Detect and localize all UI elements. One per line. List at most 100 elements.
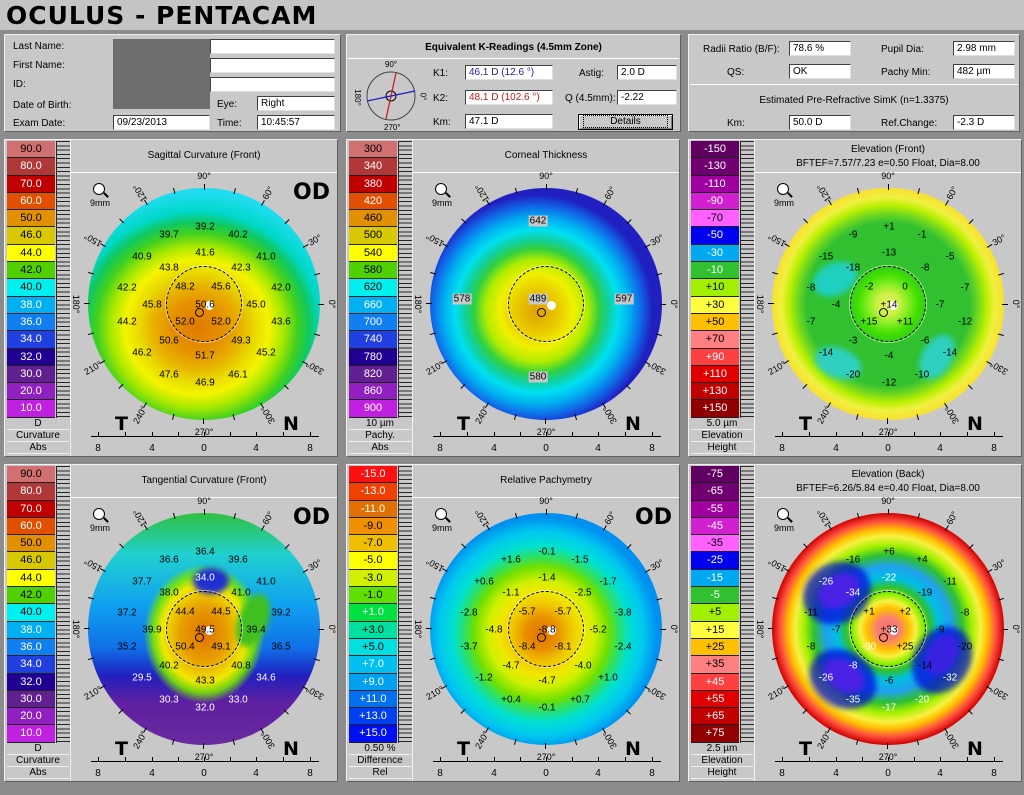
axis-tick xyxy=(546,757,547,762)
axis-tick-label: 4 xyxy=(253,768,259,779)
details-button[interactable]: Details xyxy=(578,114,673,130)
color-scale[interactable]: 90.0 80.0 70.0 60.0 50.0 46.0 44.0 42.0 40.0 38.0… xyxy=(7,141,70,454)
scale-step: +30 xyxy=(691,296,739,314)
map-value: +2 xyxy=(899,606,911,618)
eye-field[interactable]: Right xyxy=(257,96,335,111)
k2-field[interactable]: 48.1 D (102.6 °) xyxy=(465,90,553,105)
scale-unit-label[interactable]: Curvature xyxy=(7,754,69,767)
scale-unit-label[interactable]: Height xyxy=(691,766,753,779)
axis-tick-label: 0 xyxy=(543,443,549,454)
scale-unit-label[interactable]: Curvature xyxy=(7,429,69,442)
zoom-magnifier-icon[interactable] xyxy=(93,183,105,195)
scale-step: +25 xyxy=(691,638,739,657)
color-scale[interactable]: 90.0 80.0 70.0 60.0 50.0 46.0 44.0 42.0 40.0 38.0… xyxy=(7,466,70,779)
apex-marker xyxy=(205,626,214,635)
color-scale[interactable]: 300 340 380 420 460 500 540 580 620 660 700 740 780 8… xyxy=(349,141,412,454)
scale-unit-label[interactable]: Abs xyxy=(349,441,411,454)
k1-field[interactable]: 46.1 D (12.6 °) xyxy=(465,65,553,80)
eye-label: OD xyxy=(293,505,330,530)
scale-unit-label[interactable]: D xyxy=(7,417,69,430)
zoom-magnifier-icon[interactable] xyxy=(435,183,447,195)
scale-step: 46.0 xyxy=(7,552,55,570)
exam-date-field[interactable]: 09/23/2013 xyxy=(113,115,210,130)
map-value: 40.9 xyxy=(132,251,152,263)
radii-ratio-field[interactable]: 78.6 % xyxy=(789,41,851,56)
pachy-min-field[interactable]: 482 µm xyxy=(953,64,1015,79)
map-value: 41.0 xyxy=(256,251,276,263)
map-value: -8 xyxy=(806,282,816,294)
ref-change-field[interactable]: -2.3 D xyxy=(953,115,1015,130)
scale-unit-label[interactable]: Elevation xyxy=(691,754,753,767)
tangential-curvature-map: 90.0 80.0 70.0 60.0 50.0 46.0 44.0 42.0 40.0 38.0… xyxy=(4,464,338,782)
pupil-center-marker xyxy=(537,633,546,642)
map-value: -5.7 xyxy=(518,606,536,618)
simk-km-field[interactable]: 50.0 D xyxy=(789,115,851,130)
map-value: 580 xyxy=(528,371,548,383)
id-field[interactable] xyxy=(210,77,335,92)
map-value: 44.2 xyxy=(117,316,137,328)
km-field[interactable]: 47.1 D xyxy=(465,114,553,129)
scale-unit-label[interactable]: Rel xyxy=(349,766,411,779)
map-value: +6 xyxy=(883,546,895,558)
angle-label: 0° xyxy=(327,299,337,309)
km-label: Km: xyxy=(433,117,451,128)
scale-step: +55 xyxy=(691,690,739,709)
scale-step: 60.0 xyxy=(7,192,55,211)
pupil-dia-field[interactable]: 2.98 mm xyxy=(953,41,1015,56)
axis-tick xyxy=(888,757,889,762)
id-label: ID: xyxy=(13,79,26,90)
scale-step: 46.0 xyxy=(7,227,55,245)
apex-marker xyxy=(205,301,214,310)
scale-histogram xyxy=(398,466,412,743)
scale-unit-label[interactable]: 0.50 % xyxy=(349,742,411,755)
axis-tick xyxy=(598,757,599,762)
scale-step: 40.0 xyxy=(7,279,55,297)
scale-histogram xyxy=(740,466,754,743)
map-value: 39.7 xyxy=(159,229,179,241)
q-field[interactable]: -2.22 xyxy=(617,90,677,105)
app-title: OCULUS - PENTACAM xyxy=(6,1,318,30)
color-scale[interactable]: -150 -130 -110 -90 -70 -50 -30 -10 +10 +30 +50 +70 +… xyxy=(691,141,754,454)
scale-unit-label[interactable]: Difference xyxy=(349,754,411,767)
map-value: -6 xyxy=(884,675,894,687)
pachy-min-label: Pachy Min: xyxy=(881,67,931,78)
map-value: 36.4 xyxy=(195,546,215,558)
scale-unit-label[interactable]: Height xyxy=(691,441,753,454)
map-area xyxy=(754,140,1022,456)
scale-unit-label[interactable]: Elevation xyxy=(691,429,753,442)
map-area xyxy=(70,465,338,781)
map-value: -1.5 xyxy=(571,554,589,566)
eye-label: OD xyxy=(293,180,330,205)
scale-unit-label[interactable]: Abs xyxy=(7,766,69,779)
axis-tick-label: 4 xyxy=(595,768,601,779)
color-scale[interactable]: -15.0 -13.0 -11.0 -9.0 -7.0 -5.0 -3.0 -1.0 +1.0 +… xyxy=(349,466,412,779)
last-name-field[interactable] xyxy=(210,39,335,54)
time-field[interactable]: 10:45:57 xyxy=(257,115,335,130)
angle-label: 90° xyxy=(197,496,211,506)
qs-field[interactable]: OK xyxy=(789,64,851,79)
map-value: -7 xyxy=(831,624,841,636)
temporal-label: T xyxy=(115,738,128,760)
zoom-magnifier-icon[interactable] xyxy=(435,508,447,520)
scale-unit-label[interactable]: Abs xyxy=(7,441,69,454)
angle-label: 90° xyxy=(881,496,895,506)
first-name-field[interactable] xyxy=(210,58,335,73)
axis-tick xyxy=(520,757,521,762)
scale-unit-label[interactable]: 2.5 µm xyxy=(691,742,753,755)
zoom-magnifier-icon[interactable] xyxy=(777,508,789,520)
map-value: 42.3 xyxy=(231,262,251,274)
scale-unit-label[interactable]: D xyxy=(7,742,69,755)
zoom-magnifier-icon[interactable] xyxy=(777,183,789,195)
zoom-magnifier-icon[interactable] xyxy=(93,508,105,520)
scale-step: +65 xyxy=(691,708,739,726)
scale-unit-label[interactable]: 10 µm xyxy=(349,417,411,430)
astig-field[interactable]: 2.0 D xyxy=(617,65,677,80)
angle-tick xyxy=(768,303,774,304)
scale-unit-label[interactable]: 5.0 µm xyxy=(691,417,753,430)
scale-step: -70 xyxy=(691,210,739,228)
map-value: -3.8 xyxy=(614,607,632,619)
color-scale[interactable]: -75 -65 -55 -45 -35 -25 -15 -5 +5 +15 +25 +35 +45 +55… xyxy=(691,466,754,779)
map-value: -8 xyxy=(848,660,858,672)
scale-unit-label[interactable]: Pachy. xyxy=(349,429,411,442)
axis-tick-label: 8 xyxy=(779,443,785,454)
